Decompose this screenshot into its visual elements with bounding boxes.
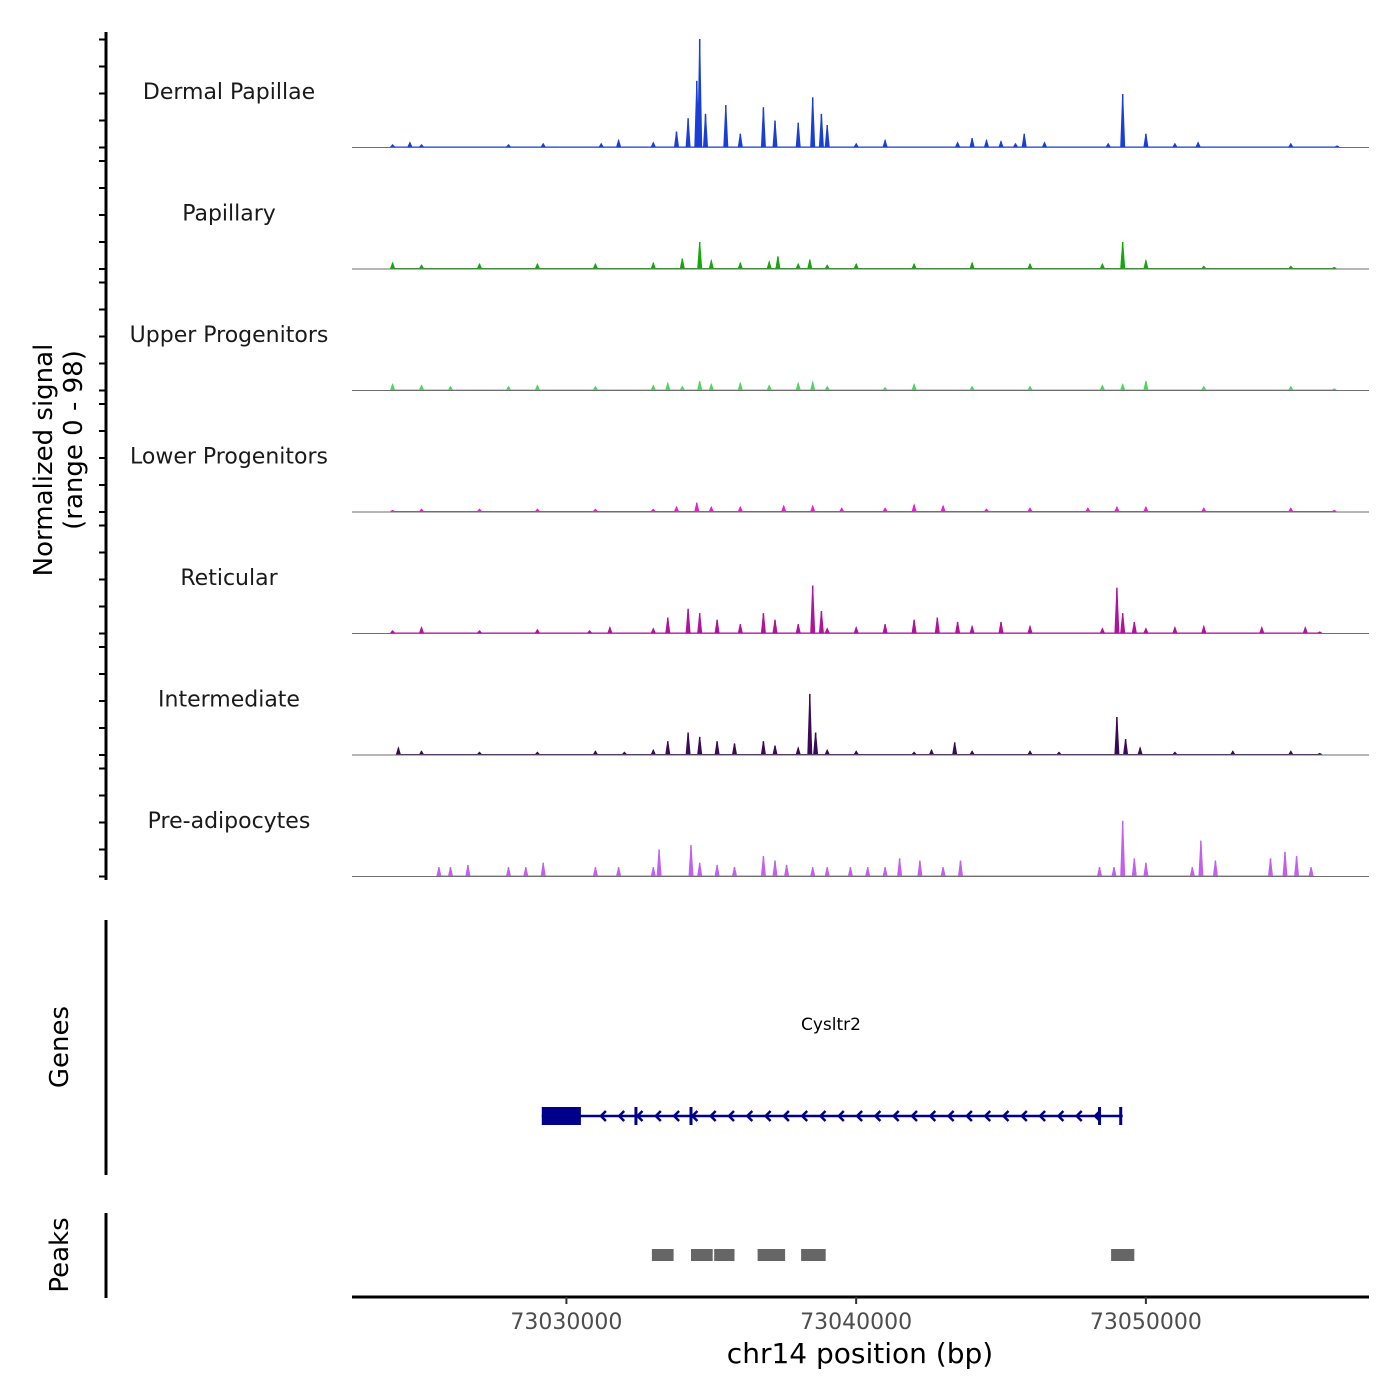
peaks: [651, 1249, 1135, 1261]
track-pre-adipocytes: Pre-adipocytes: [148, 809, 1369, 877]
peak-region: [757, 1249, 786, 1261]
track-label: Intermediate: [158, 688, 300, 713]
strand-arrow: [727, 1110, 735, 1122]
x-axis-label: chr14 position (bp): [727, 1337, 993, 1370]
signal-area: [436, 820, 1314, 877]
x-axis-ticks: 73030000 73040000 73050000: [510, 1297, 1202, 1335]
track-dermal-papillae: Dermal Papillae: [143, 38, 1369, 148]
coverage-axis-ticks: [99, 38, 106, 878]
track-label: Papillary: [182, 202, 276, 227]
strand-arrow: [800, 1110, 809, 1122]
peak-region: [651, 1249, 674, 1261]
peak-region: [1111, 1249, 1135, 1261]
track-label: Reticular: [180, 566, 278, 591]
track-intermediate: Intermediate: [158, 688, 1369, 756]
strand-arrow: [1056, 1110, 1065, 1122]
strand-arrow: [965, 1110, 973, 1122]
strand-arrow: [983, 1110, 992, 1122]
signal-area: [389, 585, 1322, 634]
strand-arrow: [617, 1110, 626, 1122]
x-tick-label: 73050000: [1090, 1310, 1202, 1335]
strand-arrow: [837, 1110, 845, 1122]
strand-arrow: [654, 1110, 662, 1122]
x-tick-label: 73040000: [800, 1310, 912, 1335]
strand-arrow: [891, 1110, 900, 1122]
peak-region: [714, 1249, 735, 1261]
strand-arrow: [855, 1110, 863, 1122]
strand-arrow: [782, 1110, 790, 1122]
strand-arrow: [946, 1110, 955, 1122]
strand-arrow: [1038, 1110, 1046, 1122]
genes-track-label: Genes: [45, 1006, 75, 1088]
strand-arrow: [1001, 1110, 1010, 1122]
gene-model: [541, 1107, 1123, 1125]
strand-arrow: [672, 1110, 680, 1122]
strand-arrow: [763, 1110, 772, 1122]
signal-area: [389, 380, 1337, 391]
signal-area: [389, 242, 1337, 269]
track-label: Pre-adipocytes: [148, 809, 311, 834]
strand-arrow: [910, 1110, 918, 1122]
gene-name-label: Cysltr2: [801, 1015, 861, 1035]
peak-region: [801, 1249, 826, 1261]
y-axis-label-line1: Normalized signal: [29, 344, 59, 577]
strand-arrow: [928, 1110, 937, 1122]
signal-area: [389, 38, 1340, 148]
strand-arrow: [635, 1110, 644, 1122]
track-label: Lower Progenitors: [130, 445, 328, 470]
track-upper-progenitors: Upper Progenitors: [130, 323, 1369, 391]
strand-arrow: [708, 1110, 717, 1122]
x-tick-label: 73030000: [510, 1310, 622, 1335]
peak-region: [691, 1249, 713, 1261]
signal-area: [395, 693, 1322, 755]
signal-area: [390, 502, 1337, 512]
track-label: Dermal Papillae: [143, 80, 315, 105]
strand-arrow: [873, 1110, 882, 1122]
gene-exon-utr: [541, 1107, 581, 1125]
track-lower-progenitors: Lower Progenitors: [130, 445, 1369, 513]
track-reticular: Reticular: [180, 566, 1369, 634]
strand-arrow: [745, 1110, 754, 1122]
y-axis-label-line2: (range 0 - 98): [59, 350, 89, 530]
coverage-tracks: Dermal Papillae Papillary Upper Progenitor…: [130, 38, 1369, 877]
strand-arrow: [818, 1110, 827, 1122]
strand-arrow: [1020, 1110, 1028, 1122]
strand-arrow: [1074, 1110, 1083, 1122]
strand-arrow: [599, 1110, 607, 1122]
track-papillary: Papillary: [182, 202, 1369, 270]
peaks-track-label: Peaks: [45, 1217, 75, 1292]
track-label: Upper Progenitors: [130, 323, 329, 348]
